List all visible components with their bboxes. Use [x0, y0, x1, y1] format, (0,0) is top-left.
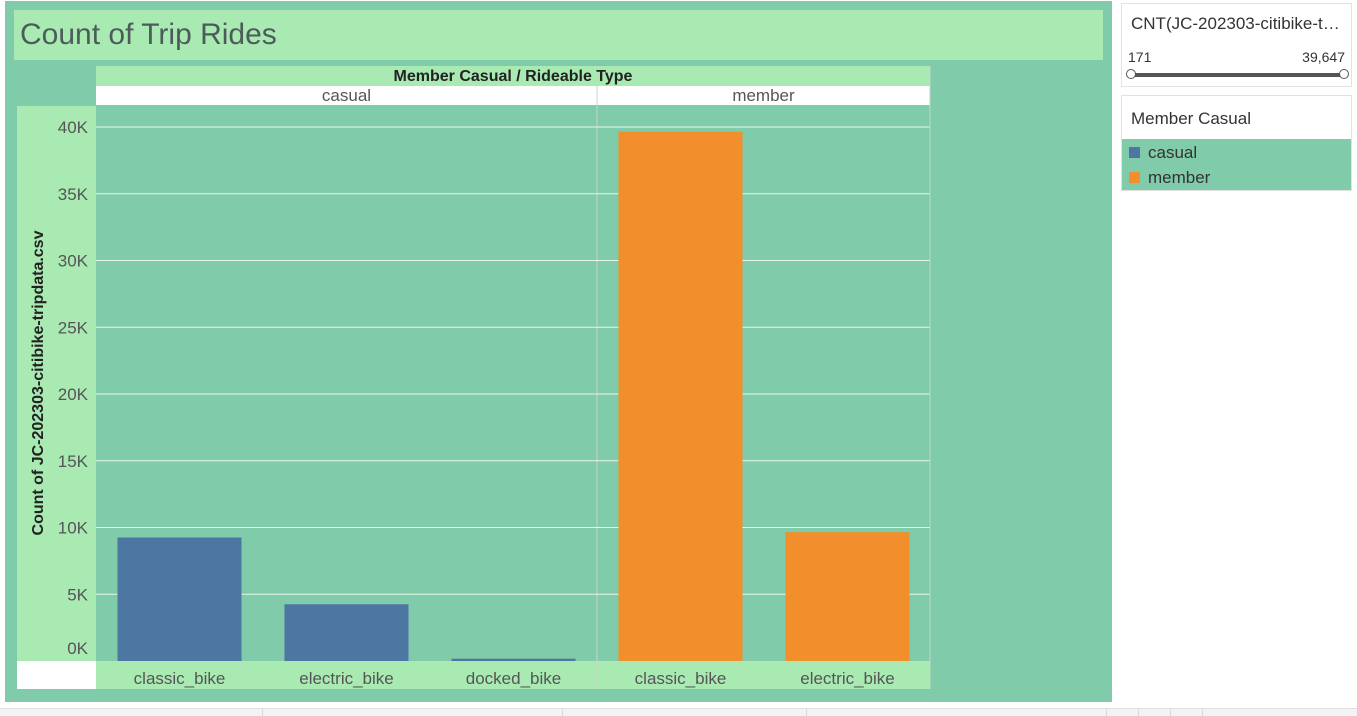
- legend-label-casual: casual: [1148, 143, 1198, 162]
- bar-casual-classic_bike: [117, 537, 242, 661]
- range-slider-max-handle[interactable]: [1339, 69, 1349, 79]
- bar-casual-docked_bike: [451, 658, 576, 661]
- legend-swatch-casual: [1129, 147, 1140, 158]
- y-tick-label: 40K: [58, 118, 89, 137]
- y-tick-label: 30K: [58, 252, 89, 271]
- y-tick-label: 10K: [58, 519, 89, 538]
- x-tick-label: docked_bike: [466, 669, 561, 688]
- tab-divider: [262, 709, 263, 716]
- x-tick-label: electric_bike: [800, 669, 895, 688]
- y-tick-label: 5K: [67, 585, 88, 604]
- y-axis-title: Count of JC-202303-citibike-tripdata.csv: [30, 230, 47, 535]
- x-axis-band: [96, 661, 930, 689]
- bar-casual-electric_bike: [284, 604, 409, 661]
- legend-title: Member Casual: [1131, 109, 1251, 128]
- range-slider-min-handle[interactable]: [1126, 69, 1136, 79]
- y-axis-band: [17, 106, 96, 661]
- legend-body: casual member: [1122, 139, 1351, 190]
- x-axis-corner: [17, 661, 96, 689]
- panel-label-casual: casual: [322, 86, 371, 105]
- legend-swatch-member: [1129, 172, 1140, 183]
- range-slider-track[interactable]: [1131, 73, 1342, 77]
- tab-divider: [1138, 709, 1139, 716]
- title-bar: Count of Trip Rides: [14, 10, 1103, 60]
- tab-divider: [1106, 709, 1107, 716]
- bottom-tab-strip: [0, 708, 1357, 716]
- y-tick-label: 35K: [58, 185, 89, 204]
- x-tick-label: classic_bike: [635, 669, 727, 688]
- y-tick-label: 0K: [67, 639, 88, 658]
- filter-max-value: 39,647: [1302, 49, 1345, 65]
- x-tick-label: electric_bike: [299, 669, 394, 688]
- bar-member-electric_bike: [785, 532, 910, 661]
- color-legend: Member Casual casual member: [1121, 95, 1352, 191]
- panel-label-member: member: [732, 86, 795, 105]
- tab-divider: [806, 709, 807, 716]
- header-corner: [17, 66, 96, 105]
- filter-title: CNT(JC-202303-citibike-tripdata.csv): [1131, 14, 1343, 33]
- page-title: Count of Trip Rides: [20, 18, 277, 51]
- y-tick-label: 15K: [58, 452, 89, 471]
- column-header-title: Member Casual / Rideable Type: [394, 68, 633, 85]
- tab-divider: [562, 709, 563, 716]
- panel-header-band: [96, 86, 930, 105]
- bar-chart: Member Casual / Rideable Type casual class…: [17, 66, 931, 689]
- y-tick-label: 25K: [58, 318, 89, 337]
- tab-divider: [1170, 709, 1171, 716]
- tab-divider: [1202, 709, 1203, 716]
- bar-member-classic_bike: [618, 131, 743, 662]
- x-tick-label: classic_bike: [134, 669, 226, 688]
- y-tick-label: 20K: [58, 385, 89, 404]
- column-header-band: [96, 66, 930, 86]
- filter-min-value: 171: [1128, 49, 1152, 65]
- count-range-filter[interactable]: CNT(JC-202303-citibike-tripdata.csv) 171…: [1121, 3, 1352, 87]
- legend-label-member: member: [1148, 168, 1211, 187]
